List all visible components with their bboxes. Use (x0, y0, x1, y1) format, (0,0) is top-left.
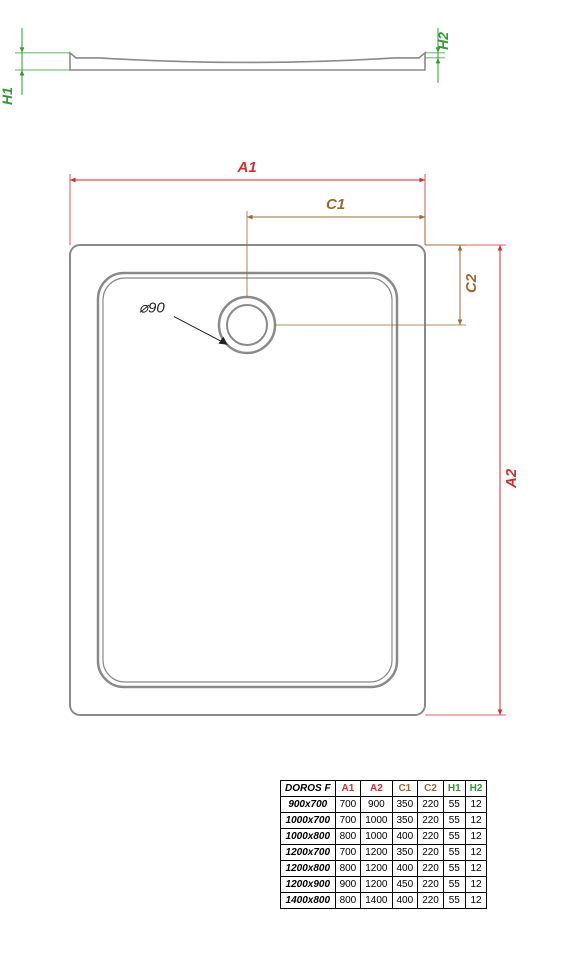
value-cell: 12 (465, 861, 487, 877)
col-header: A1 (335, 781, 361, 797)
col-header: C1 (392, 781, 418, 797)
value-cell: 350 (392, 845, 418, 861)
value-cell: 220 (418, 797, 444, 813)
a2-label: A2 (503, 468, 520, 489)
value-cell: 12 (465, 813, 487, 829)
value-cell: 700 (335, 797, 361, 813)
table-row: 1400x80080014004002205512 (281, 893, 487, 909)
col-header: H2 (465, 781, 487, 797)
model-cell: 1200x700 (281, 845, 336, 861)
h1-label: H1 (0, 87, 15, 105)
table-row: 1200x90090012004502205512 (281, 877, 487, 893)
value-cell: 12 (465, 829, 487, 845)
table-row: 1000x70070010003502205512 (281, 813, 487, 829)
value-cell: 55 (443, 829, 465, 845)
value-cell: 1200 (361, 861, 392, 877)
value-cell: 12 (465, 845, 487, 861)
technical-drawing: H1 H2 ⌀90 A1 C1 A2 C2 (0, 0, 570, 750)
value-cell: 220 (418, 877, 444, 893)
value-cell: 700 (335, 845, 361, 861)
model-cell: 900x700 (281, 797, 336, 813)
value-cell: 800 (335, 861, 361, 877)
value-cell: 220 (418, 893, 444, 909)
col-header: H1 (443, 781, 465, 797)
value-cell: 55 (443, 861, 465, 877)
col-header: C2 (418, 781, 444, 797)
table-row: 1000x80080010004002205512 (281, 829, 487, 845)
value-cell: 1000 (361, 813, 392, 829)
value-cell: 12 (465, 877, 487, 893)
col-header: A2 (361, 781, 392, 797)
drain-diameter-label: ⌀90 (139, 300, 165, 317)
table-row: 1200x80080012004002205512 (281, 861, 487, 877)
value-cell: 900 (335, 877, 361, 893)
value-cell: 55 (443, 893, 465, 909)
value-cell: 400 (392, 861, 418, 877)
value-cell: 800 (335, 829, 361, 845)
value-cell: 220 (418, 829, 444, 845)
model-cell: 1400x800 (281, 893, 336, 909)
model-cell: 1000x700 (281, 813, 336, 829)
value-cell: 350 (392, 797, 418, 813)
model-cell: 1200x900 (281, 877, 336, 893)
value-cell: 1000 (361, 829, 392, 845)
value-cell: 1200 (361, 877, 392, 893)
dimensions-table: DOROS FA1A2C1C2H1H2900x70070090035022055… (280, 780, 487, 909)
c1-label: C1 (326, 196, 345, 213)
model-cell: 1000x800 (281, 829, 336, 845)
value-cell: 400 (392, 829, 418, 845)
c2-label: C2 (463, 273, 480, 293)
value-cell: 55 (443, 797, 465, 813)
a1-label: A1 (237, 159, 257, 176)
value-cell: 220 (418, 813, 444, 829)
value-cell: 400 (392, 893, 418, 909)
value-cell: 1200 (361, 845, 392, 861)
value-cell: 12 (465, 797, 487, 813)
value-cell: 12 (465, 893, 487, 909)
value-cell: 350 (392, 813, 418, 829)
model-cell: 1200x800 (281, 861, 336, 877)
table-row: 1200x70070012003502205512 (281, 845, 487, 861)
table-row: 900x7007009003502205512 (281, 797, 487, 813)
value-cell: 450 (392, 877, 418, 893)
table-title: DOROS F (281, 781, 336, 797)
value-cell: 55 (443, 813, 465, 829)
h2-label: H2 (435, 32, 451, 50)
value-cell: 900 (361, 797, 392, 813)
value-cell: 220 (418, 861, 444, 877)
value-cell: 800 (335, 893, 361, 909)
value-cell: 55 (443, 845, 465, 861)
value-cell: 700 (335, 813, 361, 829)
value-cell: 220 (418, 845, 444, 861)
value-cell: 1400 (361, 893, 392, 909)
value-cell: 55 (443, 877, 465, 893)
